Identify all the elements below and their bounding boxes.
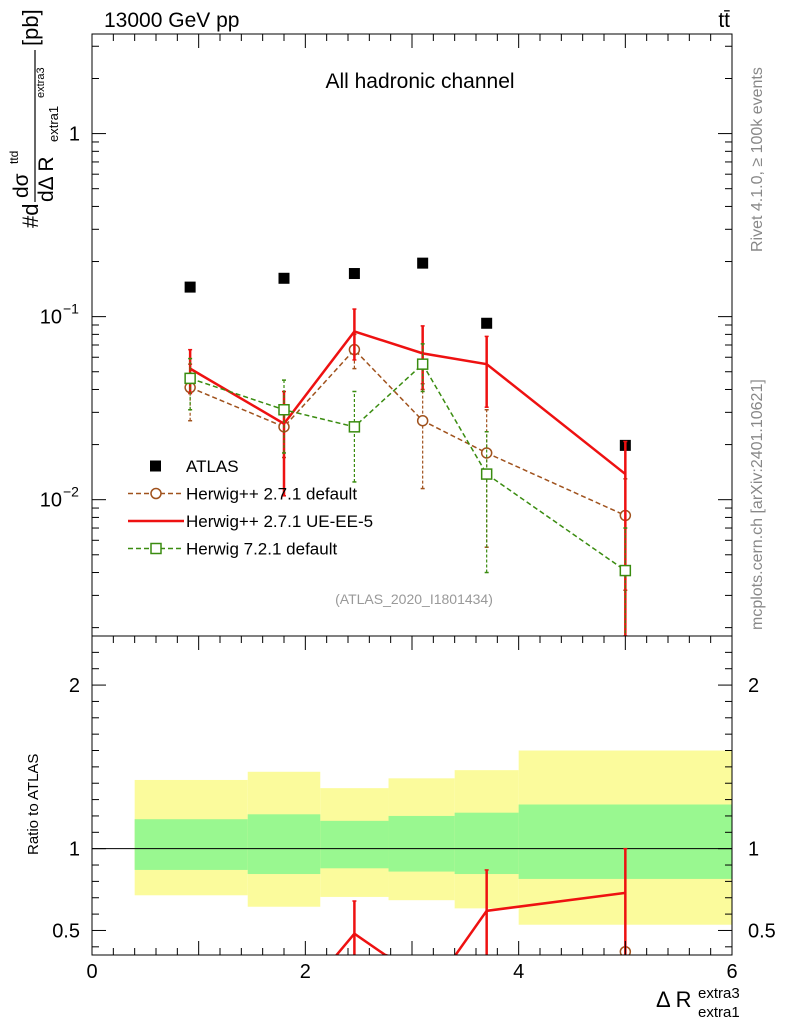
series-line (189, 362, 626, 572)
rivet-label: Rivet 4.1.0, ≥ 100k events (749, 67, 766, 252)
marker-square (278, 403, 290, 416)
marker-square (416, 358, 429, 370)
legend-marker (150, 460, 161, 472)
y-label-denominator-sub: extra1 (46, 106, 61, 142)
stat-band (388, 815, 455, 872)
ratio-y-axis-label: Ratio to ATLAS (25, 754, 42, 855)
main-panel: 10 −210 −11 All hadronic channel (ATLAS_20… (7, 9, 733, 637)
x-tick-label: 0 (86, 961, 97, 983)
y-label-denominator-sup: extra3 (35, 67, 47, 98)
marker-square (619, 564, 632, 577)
ratio-panel: 0.5 0.5 1 1 2 2 0 2 4 6 Ratio to ATLAS Δ R extra3… (25, 635, 776, 1021)
atlas-data-point (348, 268, 360, 280)
series-line (189, 329, 627, 476)
main-y-tick-label: 10 −1 (40, 301, 79, 329)
marker-circle (480, 447, 493, 459)
series-herwig-2-7-1-ue-ee-5 (188, 308, 628, 636)
atlas-data-point (278, 272, 290, 284)
x-tick-label: 4 (513, 961, 524, 983)
ratio-series-line (334, 891, 626, 955)
stat-band (247, 814, 321, 875)
legend-label: Herwig++ 2.7.1 UE-EE-5 (186, 512, 373, 531)
x-label-sup: extra3 (698, 985, 740, 1002)
process-label: tt̄ (718, 9, 730, 32)
legend-label: ATLAS (186, 457, 239, 476)
y-label-numerator: dσ (10, 173, 33, 198)
stat-band (320, 820, 389, 869)
analysis-id: (ATLAS_2020_I1801434) (335, 591, 493, 607)
ratio-series-herwig-2-7-1-ue-ee-5 (334, 847, 628, 955)
x-axis-label: Δ R extra3 extra1 (656, 985, 740, 1021)
series-atlas (184, 257, 631, 451)
stat-band (454, 812, 519, 875)
legend-label: Herwig 7.2.1 default (186, 540, 337, 559)
ratio-y-tick-label-right: 0.5 (748, 920, 776, 942)
main-y-tick-label-exp: −1 (63, 301, 79, 317)
main-y-tick-label-exp: −2 (63, 484, 79, 500)
atlas-data-point (481, 317, 493, 329)
series-herwig-7-2-1-default (184, 343, 632, 636)
mcplots-label: mcplots.cern.ch [arXiv:2401.10621] (749, 379, 766, 630)
legend-entry: Herwig++ 2.7.1 default (128, 485, 357, 504)
x-label-sub: extra1 (698, 1004, 740, 1021)
ratio-y-tick-label: 0.5 (52, 920, 80, 942)
legend-entry: ATLAS (150, 457, 239, 476)
atlas-data-point (417, 257, 429, 269)
ratio-y-tick-label: 1 (69, 839, 80, 861)
legend: ATLAS Herwig++ 2.7.1 default Herwig++ 2.7.… (128, 457, 373, 559)
legend-label: Herwig++ 2.7.1 default (186, 485, 357, 504)
main-title: All hadronic channel (325, 70, 514, 93)
atlas-data-point (184, 281, 196, 293)
main-y-tick-label-text: 1 (69, 124, 80, 146)
x-tick-label: 2 (300, 961, 311, 983)
legend-entry: Herwig++ 2.7.1 UE-EE-5 (128, 512, 373, 531)
marker-circle (416, 414, 429, 427)
main-y-tick-label-base: 10 (40, 307, 62, 329)
legend-marker (150, 487, 162, 500)
ratio-y-tick-label: 2 (69, 675, 80, 697)
ratio-y-tick-label-right: 1 (748, 839, 759, 861)
y-label-numerator-sup: ttd (7, 151, 21, 164)
x-label-base: Δ R (656, 987, 691, 1012)
marker-square (348, 421, 361, 433)
stat-band (134, 819, 248, 870)
main-y-axis-label: #d dσ ttd dΔ R extra1 extra3 [pb] (7, 9, 61, 228)
y-label-unit: [pb] (18, 9, 43, 46)
y-label-prefix: #d (18, 204, 43, 228)
main-y-tick-label: 1 (69, 124, 80, 146)
marker-square (184, 372, 196, 385)
y-label-denominator: dΔ R (35, 156, 58, 202)
main-y-tick-label: 10 −2 (40, 484, 79, 512)
legend-marker (150, 542, 162, 555)
legend-entry: Herwig 7.2.1 default (128, 540, 337, 559)
main-y-tick-label-base: 10 (40, 490, 62, 512)
marker-square (480, 468, 493, 480)
energy-label: 13000 GeV pp (104, 9, 239, 32)
ratio-y-tick-label-right: 2 (748, 675, 759, 697)
series-line (189, 348, 626, 517)
x-tick-label: 6 (726, 961, 737, 983)
